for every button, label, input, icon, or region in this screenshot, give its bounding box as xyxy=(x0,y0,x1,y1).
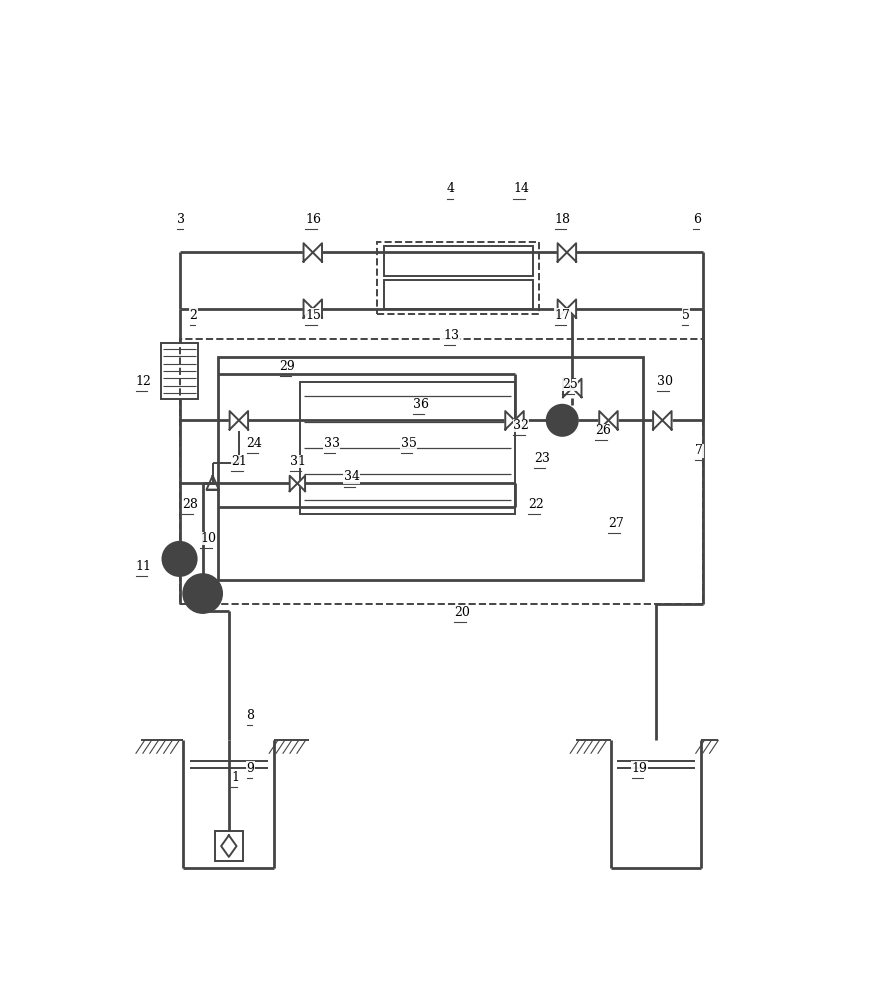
Polygon shape xyxy=(230,411,239,430)
Polygon shape xyxy=(290,476,297,491)
Polygon shape xyxy=(297,476,305,491)
Polygon shape xyxy=(562,379,571,397)
Text: 21: 21 xyxy=(231,455,247,468)
Text: 13: 13 xyxy=(443,329,460,342)
Bar xyxy=(384,246,533,276)
Polygon shape xyxy=(557,299,566,318)
Circle shape xyxy=(163,542,197,576)
Polygon shape xyxy=(608,411,617,430)
Text: 24: 24 xyxy=(246,437,262,450)
Polygon shape xyxy=(303,299,312,318)
Text: 7: 7 xyxy=(695,444,703,457)
Text: 29: 29 xyxy=(279,360,295,373)
Bar xyxy=(161,343,198,399)
Text: 23: 23 xyxy=(533,452,549,465)
Polygon shape xyxy=(239,411,248,430)
Text: 30: 30 xyxy=(656,375,672,388)
Polygon shape xyxy=(303,243,312,262)
Text: 15: 15 xyxy=(305,309,321,322)
Text: 33: 33 xyxy=(324,437,339,450)
Text: 22: 22 xyxy=(527,498,544,511)
Text: 19: 19 xyxy=(631,762,646,774)
Bar xyxy=(218,357,643,580)
Text: 32: 32 xyxy=(512,419,528,432)
Text: 14: 14 xyxy=(512,182,528,195)
Text: 28: 28 xyxy=(181,498,198,511)
Bar xyxy=(180,339,703,604)
Text: 34: 34 xyxy=(343,470,359,483)
Polygon shape xyxy=(571,379,581,397)
Bar xyxy=(300,382,514,514)
Text: 12: 12 xyxy=(136,375,151,388)
Text: 17: 17 xyxy=(554,309,569,322)
Text: 5: 5 xyxy=(681,309,689,322)
Circle shape xyxy=(546,405,577,436)
Text: 16: 16 xyxy=(305,213,321,226)
Text: 1: 1 xyxy=(231,771,239,784)
Text: 8: 8 xyxy=(246,709,254,722)
Text: 11: 11 xyxy=(136,560,151,573)
Text: 10: 10 xyxy=(200,532,216,545)
Polygon shape xyxy=(662,411,670,430)
Text: 26: 26 xyxy=(595,424,611,437)
Bar xyxy=(384,280,533,309)
Text: 35: 35 xyxy=(401,437,416,450)
Polygon shape xyxy=(312,299,322,318)
Polygon shape xyxy=(653,411,662,430)
Bar xyxy=(215,831,242,861)
Text: 2: 2 xyxy=(190,309,198,322)
Polygon shape xyxy=(514,411,523,430)
Polygon shape xyxy=(566,243,576,262)
Text: 18: 18 xyxy=(554,213,569,226)
Text: 3: 3 xyxy=(177,213,185,226)
Polygon shape xyxy=(557,243,566,262)
Text: 31: 31 xyxy=(290,455,306,468)
Text: 4: 4 xyxy=(446,182,454,195)
Polygon shape xyxy=(505,411,514,430)
Text: 27: 27 xyxy=(608,517,623,530)
Bar xyxy=(377,242,538,314)
Text: 25: 25 xyxy=(561,378,578,391)
Text: 36: 36 xyxy=(412,398,428,411)
Circle shape xyxy=(183,574,222,613)
Text: 6: 6 xyxy=(692,213,700,226)
Polygon shape xyxy=(566,299,576,318)
Polygon shape xyxy=(312,243,322,262)
Text: 20: 20 xyxy=(454,606,470,619)
Text: 9: 9 xyxy=(246,762,254,774)
Polygon shape xyxy=(599,411,608,430)
